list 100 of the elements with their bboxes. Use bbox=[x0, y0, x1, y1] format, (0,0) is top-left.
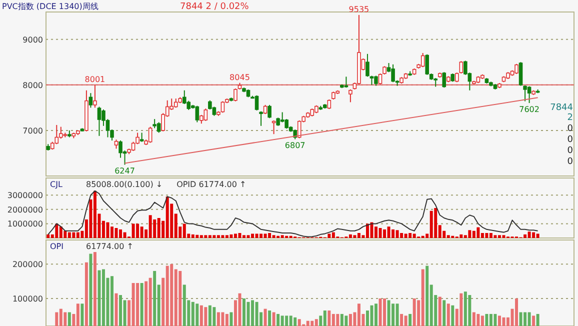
bar bbox=[446, 235, 450, 238]
candlestick bbox=[186, 100, 191, 110]
bar bbox=[225, 235, 228, 238]
bar bbox=[357, 233, 360, 238]
candlestick bbox=[514, 63, 518, 74]
candlestick bbox=[118, 140, 122, 158]
text: 0 bbox=[567, 157, 574, 167]
bar bbox=[498, 235, 501, 238]
candlestick bbox=[518, 62, 523, 86]
bar bbox=[119, 229, 122, 238]
bar bbox=[55, 224, 58, 238]
bar bbox=[332, 232, 335, 238]
candlestick bbox=[220, 100, 225, 114]
bar bbox=[242, 235, 246, 238]
bar bbox=[72, 232, 76, 238]
candlestick bbox=[54, 124, 59, 145]
candlestick bbox=[152, 118, 156, 129]
annotation: 6247 bbox=[114, 166, 135, 176]
annotation: OPID 61774.00 ↑ bbox=[176, 180, 246, 189]
bar bbox=[204, 235, 208, 238]
bar bbox=[216, 235, 220, 238]
bar bbox=[268, 233, 272, 238]
bar bbox=[196, 234, 199, 238]
candlestick bbox=[527, 86, 532, 104]
bar bbox=[234, 234, 237, 238]
bar bbox=[212, 235, 216, 238]
candlestick bbox=[174, 98, 178, 108]
candlestick bbox=[327, 98, 332, 110]
bar bbox=[148, 215, 152, 238]
candlestick bbox=[140, 132, 144, 142]
bar bbox=[460, 234, 463, 238]
candlestick bbox=[254, 94, 259, 111]
bar bbox=[136, 224, 140, 238]
candlestick bbox=[148, 126, 152, 144]
candlestick bbox=[114, 139, 118, 150]
candlestick bbox=[263, 104, 268, 115]
candlestick bbox=[420, 52, 425, 68]
bar bbox=[166, 196, 169, 238]
bar bbox=[64, 230, 67, 238]
annotation: 85008.00(0.100) ↓ bbox=[86, 180, 163, 189]
bar bbox=[374, 226, 378, 238]
bar bbox=[157, 218, 160, 238]
bar bbox=[59, 226, 62, 238]
bar bbox=[348, 234, 352, 238]
bar bbox=[68, 232, 71, 238]
annotation: 8045 bbox=[230, 72, 250, 82]
annotation: 9535 bbox=[348, 4, 370, 14]
y-tick-label: 200000 bbox=[12, 260, 43, 270]
bar bbox=[272, 235, 276, 238]
candlestick bbox=[93, 84, 97, 108]
bar bbox=[153, 219, 156, 238]
candlestick bbox=[88, 92, 93, 108]
candlestick bbox=[268, 104, 272, 119]
candlestick bbox=[523, 84, 527, 102]
annotation: 8001 bbox=[84, 74, 106, 84]
text: 0 bbox=[567, 135, 574, 145]
candlestick bbox=[272, 120, 276, 135]
candlestick bbox=[366, 53, 370, 78]
bar bbox=[132, 224, 135, 238]
bar bbox=[251, 234, 254, 238]
chart-title: OPI bbox=[50, 242, 64, 251]
annotation: 6807 bbox=[284, 141, 306, 150]
bar bbox=[489, 233, 492, 238]
bar bbox=[532, 232, 536, 238]
candlestick bbox=[293, 129, 297, 140]
bar bbox=[412, 234, 416, 238]
bar bbox=[255, 234, 258, 238]
bar bbox=[366, 224, 369, 238]
bar bbox=[408, 233, 412, 238]
y-tick-label: 7000 bbox=[22, 126, 43, 136]
annotation: 7602 bbox=[519, 105, 540, 114]
bar bbox=[264, 234, 267, 238]
bar bbox=[221, 235, 224, 238]
bar bbox=[494, 235, 497, 238]
bar bbox=[260, 234, 263, 238]
candlestick bbox=[425, 54, 429, 76]
bar bbox=[353, 235, 356, 238]
candlestick bbox=[442, 72, 446, 88]
bar bbox=[468, 230, 472, 238]
candlestick bbox=[156, 122, 161, 134]
bar bbox=[524, 234, 527, 238]
bar bbox=[328, 234, 331, 238]
candlestick bbox=[131, 141, 136, 152]
bar bbox=[46, 234, 50, 238]
bar bbox=[472, 230, 476, 238]
bar bbox=[396, 230, 399, 238]
bar bbox=[485, 233, 488, 238]
bar bbox=[76, 232, 80, 238]
y-tick-label: 3000000 bbox=[7, 191, 43, 200]
bar bbox=[476, 227, 480, 238]
bar bbox=[230, 234, 233, 238]
bar bbox=[383, 229, 386, 238]
y-tick-label: 2000000 bbox=[7, 205, 43, 214]
bar bbox=[528, 232, 531, 238]
y-tick-label: 8000 bbox=[22, 80, 43, 90]
text: 0 bbox=[567, 146, 574, 156]
candlestick bbox=[391, 64, 395, 83]
text: 2 bbox=[567, 113, 573, 123]
chart-title: PVC指数 (DCE 1340)周线 bbox=[2, 2, 98, 11]
text: 0 bbox=[567, 124, 574, 134]
